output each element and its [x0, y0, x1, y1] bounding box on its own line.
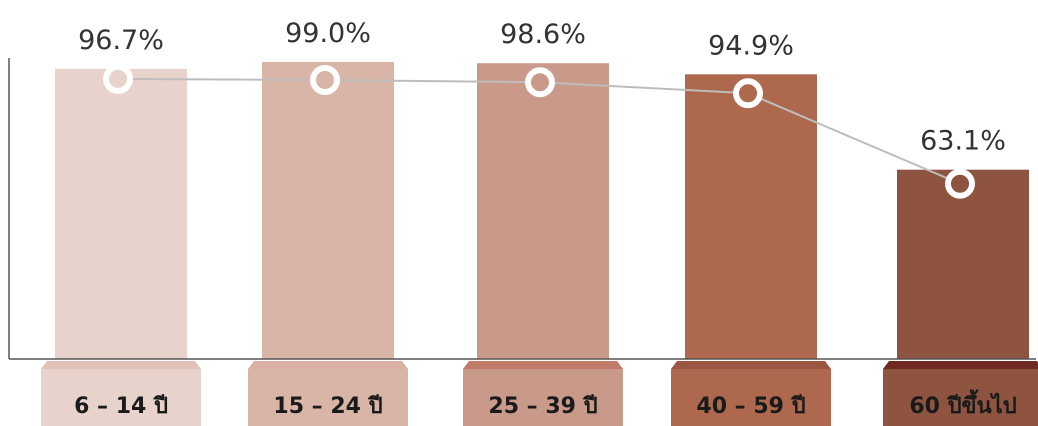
category-base-bevel: [883, 361, 1038, 369]
category-base-block: [671, 369, 831, 426]
trend-marker: [103, 63, 133, 94]
trend-markers: [103, 63, 975, 199]
category-base: [463, 361, 623, 426]
category-base-bevel: [671, 361, 831, 369]
value-label: 96.7%: [78, 25, 164, 56]
bar: [477, 63, 609, 359]
category-label: 6 – 14 ปี: [74, 394, 168, 419]
bar: [685, 74, 817, 360]
category-base: [671, 361, 831, 426]
value-labels: 6 – 14 ปี 96.7% 15 – 24 ปี 99.0% 25 – 39 ปี 9…: [74, 18, 1017, 419]
category-label: 40 – 59 ปี: [696, 394, 805, 419]
category-base-bevel: [248, 361, 408, 369]
category-base: [41, 361, 201, 426]
value-label: 98.6%: [500, 19, 586, 50]
value-label: 63.1%: [920, 126, 1006, 157]
bar: [897, 169, 1029, 359]
category-base-block: [463, 369, 623, 426]
category-label: 60 ปีขึ้นไป: [909, 389, 1016, 419]
value-label: 94.9%: [708, 30, 794, 61]
category-bases: [41, 361, 1038, 426]
trend-marker: [310, 65, 340, 95]
category-base: [883, 361, 1038, 426]
category-base-bevel: [41, 361, 201, 369]
category-label: 25 – 39 ปี: [488, 394, 597, 419]
category-label: 15 – 24 ปี: [273, 394, 382, 419]
trend-marker: [945, 168, 975, 199]
trend-marker: [733, 78, 763, 109]
trend-marker: [525, 67, 555, 98]
category-base-block: [41, 369, 201, 426]
bar: [262, 62, 394, 359]
category-base-block: [883, 369, 1038, 426]
value-label: 99.0%: [285, 18, 371, 49]
category-base: [248, 361, 408, 426]
category-base-block: [248, 369, 408, 426]
category-base-bevel: [463, 361, 623, 369]
bar: [55, 68, 187, 360]
bars: [55, 62, 1029, 360]
